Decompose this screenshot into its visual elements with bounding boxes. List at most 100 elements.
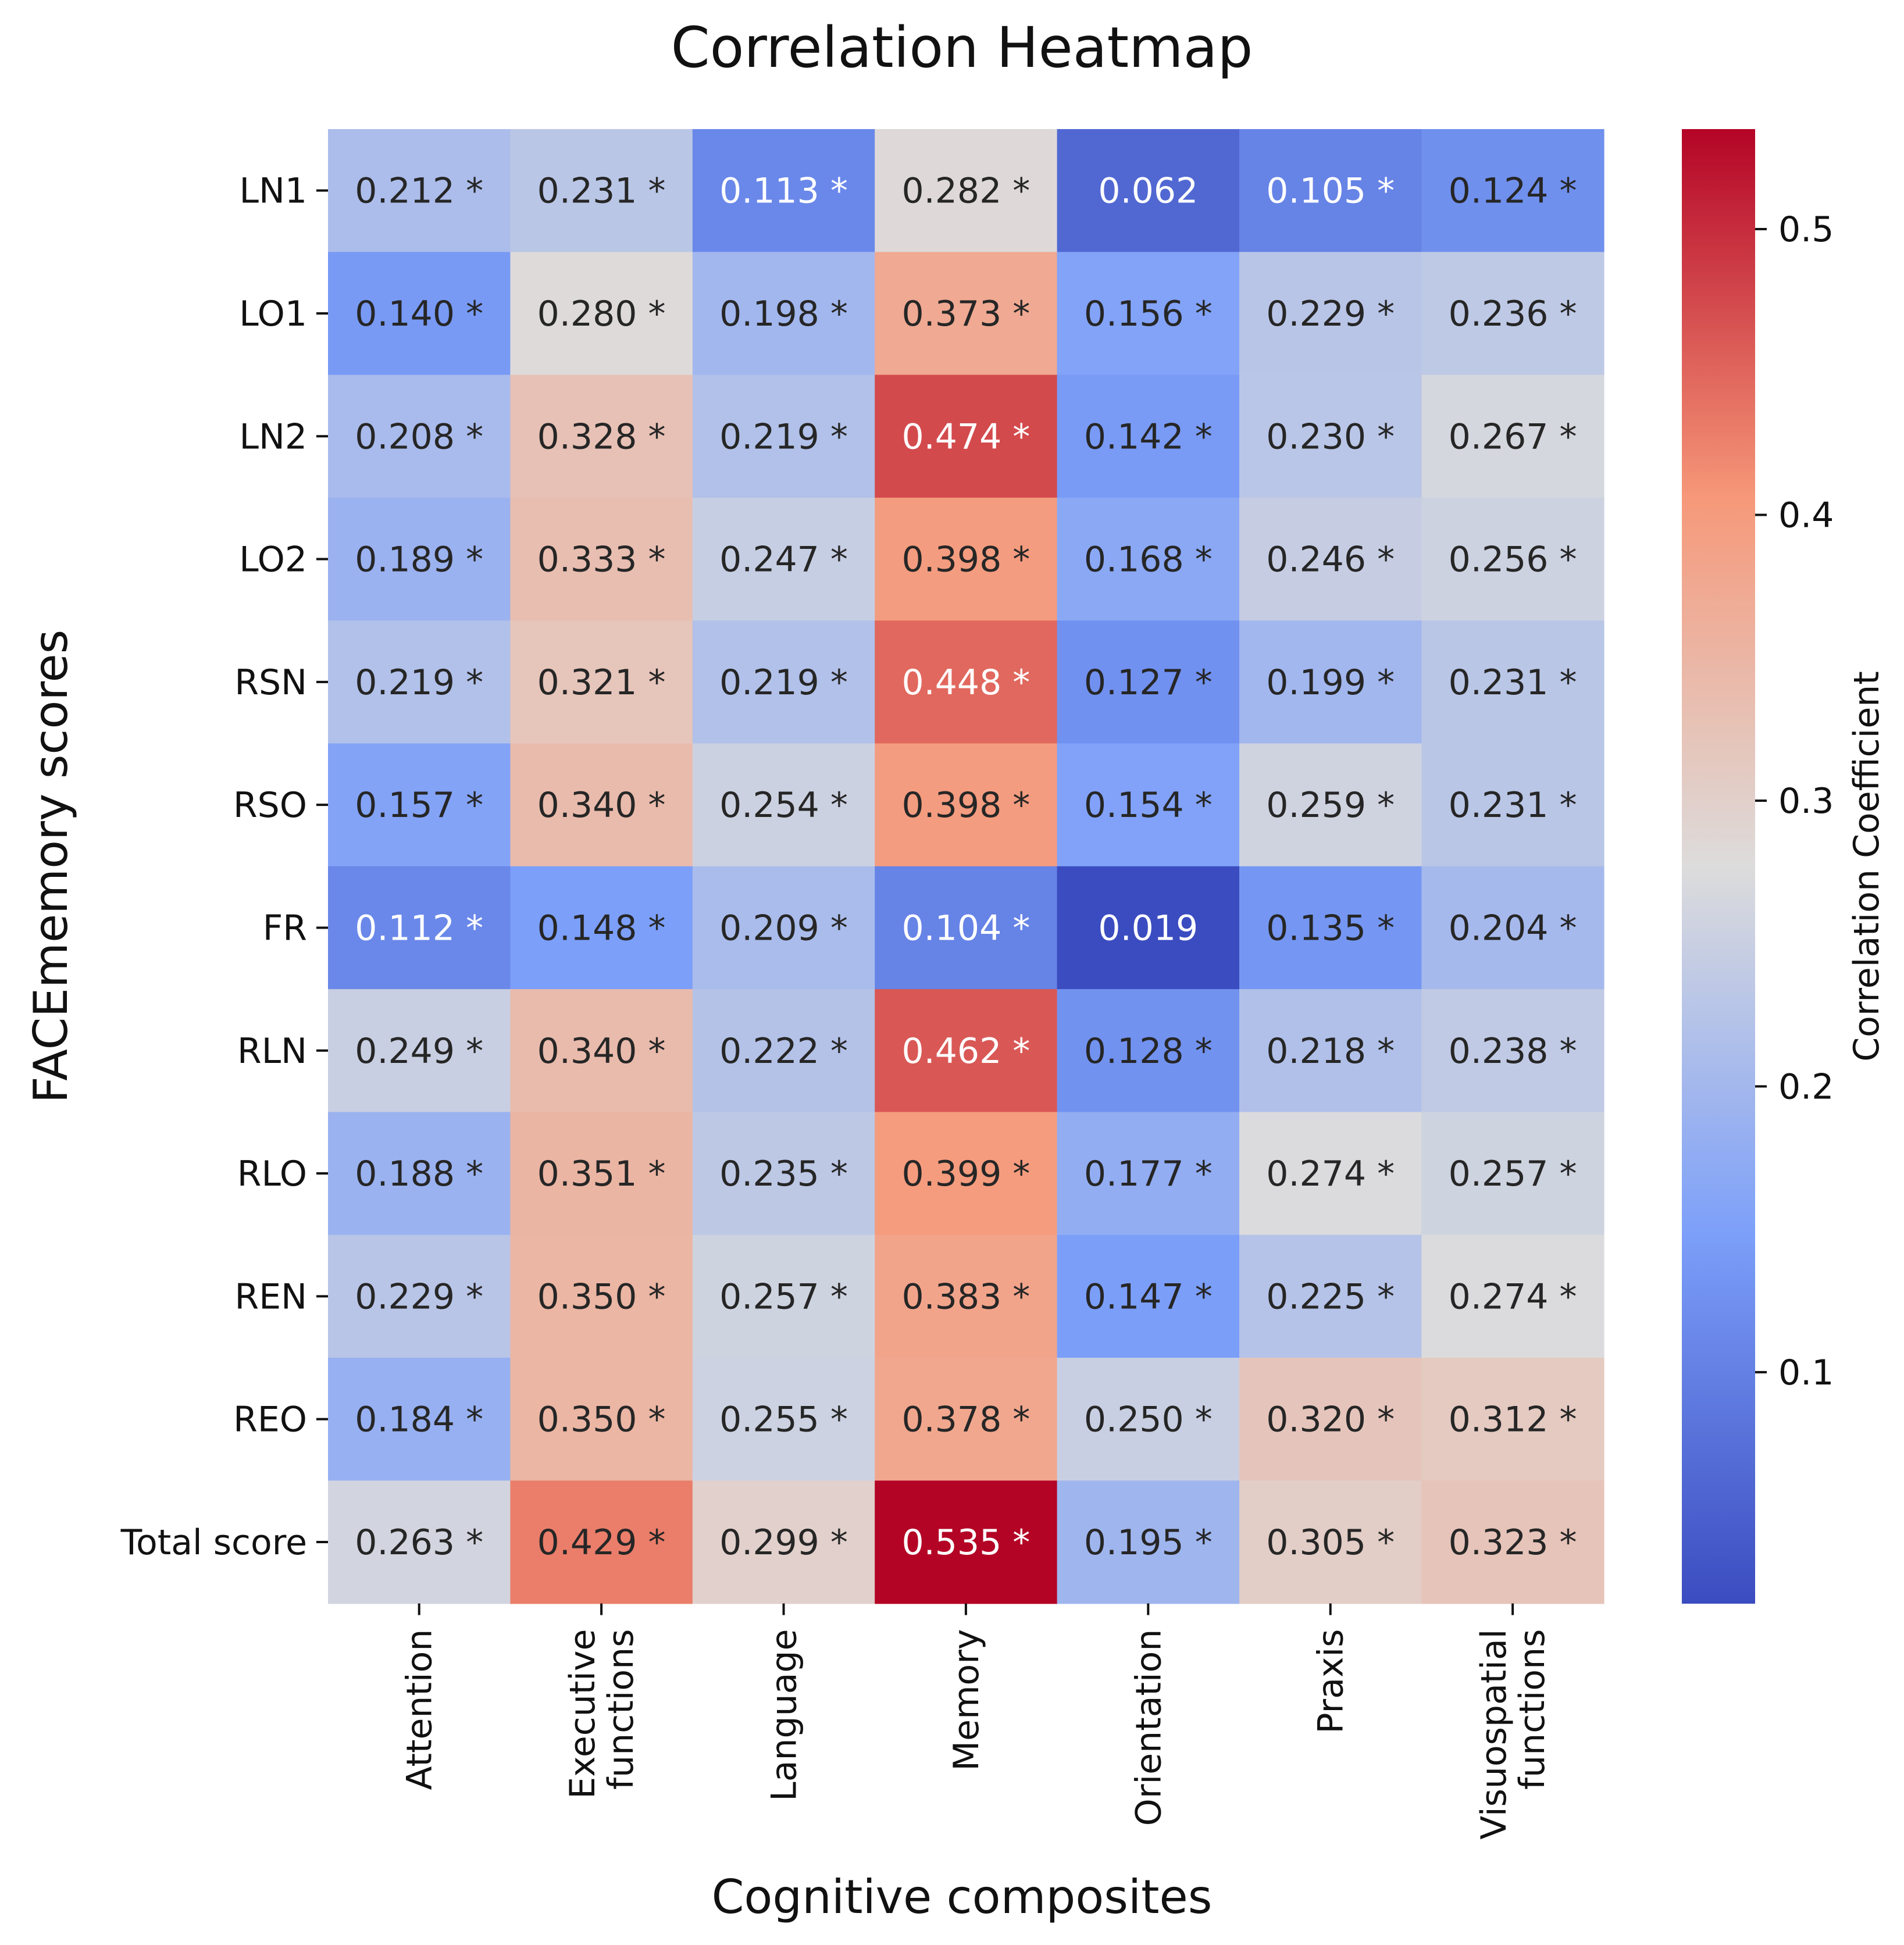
heatmap-cell [1057,1358,1240,1482]
column-label: functions [1512,1629,1553,1790]
cell-label: 0.257 * [1449,1154,1577,1194]
cell-label: 0.188 * [355,1154,483,1194]
heatmap-cell [1057,374,1240,498]
column-label: Executive [562,1629,603,1799]
heatmap-cell [1421,252,1605,376]
heatmap-cell [1057,1234,1240,1358]
heatmap-cell [875,1358,1058,1482]
cell-label: 0.219 * [719,662,848,703]
cell-label: 0.135 * [1266,908,1395,948]
cell-label: 0.247 * [719,540,848,580]
heatmap-cell [1239,620,1422,744]
colorbar-tick-label: 0.5 [1778,209,1834,250]
cell-label: 0.373 * [901,294,1030,334]
cell-label: 0.328 * [537,416,666,457]
heatmap-cell [875,129,1058,253]
cell-label: 0.112 * [355,908,483,948]
row-label: Total score [120,1522,307,1563]
heatmap-cell [1057,1480,1240,1604]
cell-label: 0.105 * [1266,171,1395,212]
colorbar-ticks: 0.1 0.2 0.3 0.4 0.5 [1755,209,1834,1393]
heatmap-cell [692,1112,875,1236]
heatmap-cell [1239,374,1422,498]
cell-label: 0.062 [1098,171,1198,212]
cell-label: 0.323 * [1449,1522,1577,1563]
cell-label: 0.238 * [1449,1031,1577,1072]
row-label: RLO [237,1154,307,1194]
heatmap-cell [510,1234,693,1358]
heatmap-cell [1421,743,1605,867]
heatmap-cell [328,1358,511,1482]
cell-label: 0.231 * [537,171,666,212]
cell-label: 0.250 * [1084,1400,1213,1440]
heatmap-cell [1421,866,1605,990]
cell-label: 0.274 * [1266,1154,1395,1194]
cell-label: 0.350 * [537,1400,666,1440]
heatmap-cell [1239,1234,1422,1358]
column-label: Language [764,1629,805,1801]
cell-label: 0.231 * [1449,662,1577,703]
row-label: REN [235,1276,307,1317]
column-label: Visuospatial [1474,1629,1514,1840]
cell-label: 0.128 * [1084,1031,1213,1072]
heatmap-cell [1239,1480,1422,1604]
heatmap-cell [1057,743,1240,867]
heatmap-cell [692,989,875,1113]
heatmap-cell [875,252,1058,376]
chart-title: Correlation Heatmap [671,15,1253,80]
cell-label: 0.157 * [355,785,483,826]
cell-label: 0.474 * [901,416,1030,457]
cell-label: 0.462 * [901,1031,1030,1072]
column-label: functions [601,1629,641,1790]
cell-label: 0.255 * [719,1400,848,1440]
cell-label: 0.142 * [1084,416,1213,457]
heatmap-cell [328,989,511,1113]
heatmap-cell [1421,374,1605,498]
cell-label: 0.274 * [1449,1276,1577,1317]
heatmap-cell [510,1358,693,1482]
heatmap-cell [875,1112,1058,1236]
row-label: LN1 [240,171,307,212]
heatmap-cell [692,743,875,867]
cell-label: 0.312 * [1449,1400,1577,1440]
column-label: Orientation [1128,1629,1169,1826]
heatmap-cell [328,1112,511,1236]
heatmap-cell [510,989,693,1113]
colorbar-tick-label: 0.2 [1778,1066,1834,1107]
cell-label: 0.177 * [1084,1154,1213,1194]
cell-label: 0.235 * [719,1154,848,1194]
cell-label: 0.148 * [537,908,666,948]
heatmap-cell [328,252,511,376]
heatmap-cell [510,1480,693,1604]
heatmap-cell [1239,866,1422,990]
heatmap-cell [875,620,1058,744]
heatmap-cell [510,129,693,253]
cell-label: 0.267 * [1449,416,1577,457]
row-label: LO2 [239,540,307,580]
heatmap-cell [510,1112,693,1236]
heatmap-cell [1239,1358,1422,1482]
heatmap-cell [692,1358,875,1482]
cell-label: 0.535 * [901,1522,1030,1563]
cell-label: 0.305 * [1266,1522,1395,1563]
cell-label: 0.256 * [1449,540,1577,580]
cell-label: 0.299 * [719,1522,848,1563]
colorbar-label: Correlation Coefficient [1846,671,1887,1062]
heatmap-cell [1421,989,1605,1113]
heatmap-cell [875,1480,1058,1604]
heatmap-cell [1057,497,1240,621]
row-label: REO [233,1400,307,1440]
cell-label: 0.383 * [901,1276,1030,1317]
cell-label: 0.218 * [1266,1031,1395,1072]
cell-label: 0.199 * [1266,662,1395,703]
heatmap-cell [1057,620,1240,744]
heatmap-cell [692,620,875,744]
heatmap-cell [510,620,693,744]
cell-label: 0.124 * [1449,171,1577,212]
heatmap-cell [510,866,693,990]
heatmap-cell [1421,1480,1605,1604]
cell-label: 0.229 * [355,1276,483,1317]
